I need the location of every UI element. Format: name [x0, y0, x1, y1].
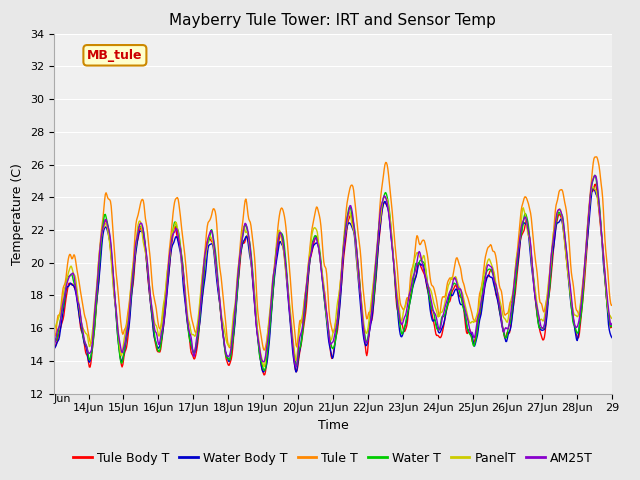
X-axis label: Time: Time [317, 419, 348, 432]
Water Body T [292, 369, 300, 375]
Water Body T [608, 335, 616, 341]
Water T [246, 239, 253, 244]
Water Body T [115, 347, 123, 352]
Line: Water T: Water T [54, 175, 612, 371]
Water T [115, 348, 123, 353]
Tule T [246, 218, 253, 224]
Text: Jun: Jun [54, 394, 71, 404]
AM25T [267, 305, 275, 311]
Tule Body T [246, 244, 253, 250]
PanelT [608, 316, 616, 322]
AM25T [115, 336, 123, 342]
Tule Body T [50, 347, 58, 352]
AM25T [292, 364, 300, 370]
Line: Tule T: Tule T [54, 157, 612, 350]
Line: Tule Body T: Tule Body T [54, 184, 612, 375]
Tule T [115, 302, 123, 308]
Text: MB_tule: MB_tule [87, 49, 143, 62]
PanelT [50, 327, 58, 333]
Water Body T [50, 347, 58, 353]
Water Body T [246, 251, 253, 257]
Tule T [218, 281, 226, 287]
Tule T [391, 243, 399, 249]
Tule Body T [115, 343, 123, 348]
Tule T [608, 302, 616, 308]
AM25T [50, 344, 58, 349]
Line: Water Body T: Water Body T [54, 188, 612, 372]
PanelT [589, 184, 597, 190]
PanelT [422, 274, 430, 279]
Water T [218, 320, 226, 325]
PanelT [260, 364, 268, 370]
PanelT [218, 314, 226, 320]
Water T [260, 368, 268, 373]
AM25T [422, 277, 430, 283]
Title: Mayberry Tule Tower: IRT and Sensor Temp: Mayberry Tule Tower: IRT and Sensor Temp [170, 13, 497, 28]
Water T [50, 333, 58, 338]
Line: PanelT: PanelT [54, 187, 612, 367]
Tule T [422, 247, 430, 253]
Y-axis label: Temperature (C): Temperature (C) [11, 163, 24, 264]
Tule Body T [422, 281, 430, 287]
Water Body T [589, 185, 597, 191]
Water T [391, 280, 399, 286]
Tule Body T [591, 181, 599, 187]
AM25T [591, 173, 599, 179]
Water Body T [267, 322, 275, 327]
Water T [591, 172, 598, 178]
Water T [422, 272, 430, 278]
AM25T [218, 320, 226, 326]
Legend: Tule Body T, Water Body T, Tule T, Water T, PanelT, AM25T: Tule Body T, Water Body T, Tule T, Water… [68, 447, 598, 469]
Tule Body T [608, 322, 616, 328]
Tule T [260, 347, 268, 353]
Line: AM25T: AM25T [54, 176, 612, 367]
Tule T [50, 327, 58, 333]
Tule T [592, 154, 600, 160]
PanelT [246, 244, 253, 250]
Water Body T [218, 321, 226, 327]
AM25T [391, 277, 399, 283]
Tule Body T [260, 372, 268, 378]
Tule Body T [391, 282, 399, 288]
Water Body T [391, 277, 399, 283]
PanelT [268, 291, 275, 297]
Tule Body T [268, 309, 275, 314]
AM25T [246, 239, 253, 245]
Tule Body T [218, 322, 226, 328]
Water T [608, 322, 616, 328]
Tule T [268, 299, 275, 304]
Water T [268, 308, 275, 313]
PanelT [115, 339, 123, 345]
PanelT [391, 270, 399, 276]
Water Body T [422, 281, 430, 287]
AM25T [608, 321, 616, 326]
